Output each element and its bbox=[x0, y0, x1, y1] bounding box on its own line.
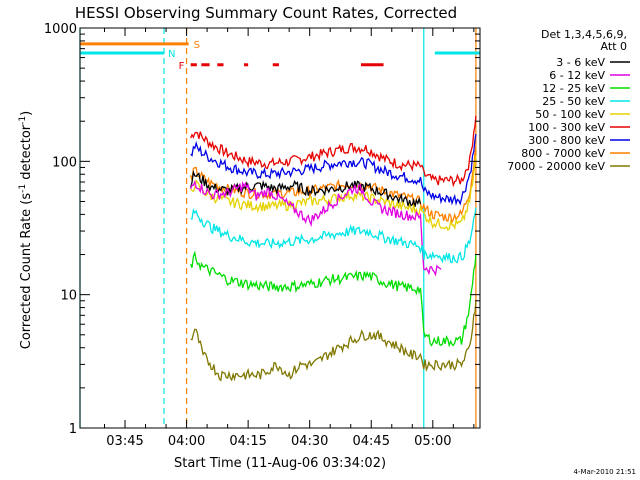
observing-flags: S NF bbox=[80, 40, 480, 72]
series-7000-20000-kev bbox=[190, 300, 477, 382]
flag-f-label: F bbox=[179, 61, 185, 72]
flag-n-label: N bbox=[168, 49, 175, 60]
series-lines bbox=[190, 115, 477, 382]
x-tick-label: 03:45 bbox=[106, 434, 143, 449]
x-tick-label: 04:30 bbox=[291, 434, 328, 449]
legend-header-detectors: Det 1,3,4,5,6,9, bbox=[541, 28, 627, 41]
legend-label-6-12-kev: 6 - 12 keV bbox=[549, 69, 605, 82]
x-axis-label: Start Time (11-Aug-06 03:34:02) bbox=[174, 456, 386, 471]
legend-label-800-7000-kev: 800 - 7000 keV bbox=[521, 147, 605, 160]
legend-label-300-800-kev: 300 - 800 keV bbox=[528, 134, 605, 147]
flag-s-label: S bbox=[194, 40, 200, 51]
legend-label-3-6-kev: 3 - 6 keV bbox=[556, 56, 605, 69]
legend-header-attenuator: Att 0 bbox=[601, 40, 627, 53]
axis-ticks: 03:45 04:00 04:15 04:30 04:45 05:00 1 10 100 1000 bbox=[44, 22, 480, 449]
y-tick-label: 10 bbox=[60, 289, 77, 304]
y-axis-label-end: ) bbox=[19, 111, 34, 116]
y-axis-label: Corrected Count Rate (s-1 detector-1) bbox=[18, 111, 34, 349]
chart-title: HESSI Observing Summary Count Rates, Cor… bbox=[75, 4, 457, 22]
series-300-800-kev bbox=[190, 133, 477, 206]
series-6-12-kev bbox=[190, 179, 442, 277]
y-tick-label: 100 bbox=[52, 155, 77, 170]
x-tick-label: 04:00 bbox=[168, 434, 205, 449]
series-50-100-kev bbox=[190, 155, 477, 232]
series-12-25-kev bbox=[190, 250, 477, 348]
y-axis-label-sup2: -1 bbox=[18, 116, 28, 125]
y-tick-label: 1 bbox=[69, 422, 77, 437]
x-tick-label: 04:15 bbox=[229, 434, 266, 449]
legend-label-50-100-kev: 50 - 100 keV bbox=[535, 108, 605, 121]
series-3-6-kev bbox=[190, 169, 422, 207]
x-tick-label: 05:00 bbox=[414, 434, 451, 449]
y-axis-label-mid: detector bbox=[19, 124, 34, 184]
y-axis-label-sup1: -1 bbox=[18, 184, 28, 193]
legend-label-12-25-kev: 12 - 25 keV bbox=[542, 82, 605, 95]
series-100-300-kev bbox=[190, 115, 477, 188]
y-axis-label-main: Corrected Count Rate (s bbox=[19, 193, 34, 350]
plot-frame bbox=[79, 27, 481, 429]
timestamp: 4-Mar-2010 21:51 bbox=[574, 468, 636, 476]
legend-label-100-300-kev: 100 - 300 keV bbox=[528, 121, 605, 134]
series-25-50-kev bbox=[190, 207, 477, 264]
x-tick-label: 04:45 bbox=[353, 434, 390, 449]
legend-label-25-50-kev: 25 - 50 keV bbox=[542, 95, 605, 108]
y-tick-label: 1000 bbox=[44, 22, 77, 37]
legend-label-7000-20000-kev: 7000 - 20000 keV bbox=[507, 160, 605, 173]
